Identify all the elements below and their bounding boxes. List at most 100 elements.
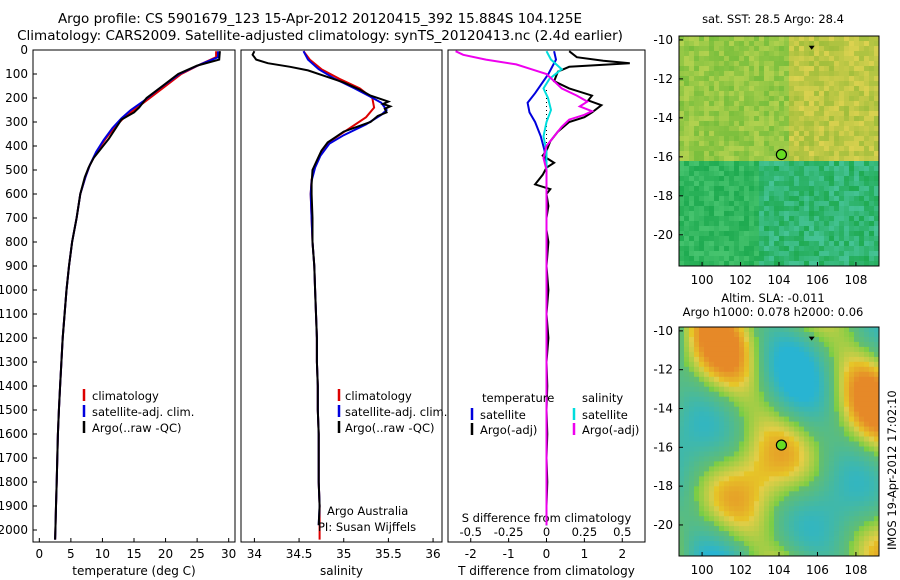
map-cell <box>849 371 855 378</box>
map-cell <box>824 126 830 132</box>
map-cell <box>759 551 765 556</box>
map-cell <box>779 371 785 378</box>
map-cell <box>699 446 705 453</box>
map-cell <box>849 526 855 532</box>
map-cell <box>679 136 685 142</box>
map-cell <box>789 156 795 162</box>
map-cell <box>679 406 685 413</box>
map-cell <box>784 551 790 556</box>
map-cell <box>824 376 830 383</box>
map-cell <box>724 71 730 77</box>
map-cell <box>854 251 860 257</box>
map-cell <box>859 406 865 413</box>
map-cell <box>804 541 810 547</box>
map-cell <box>749 431 755 438</box>
map-cell <box>859 471 865 477</box>
map-cell <box>874 126 879 132</box>
map-cell <box>814 506 820 512</box>
map-cell <box>834 116 840 122</box>
map-cell <box>679 341 685 348</box>
map-cell <box>739 526 745 532</box>
map-cell <box>734 231 740 237</box>
map-cell <box>769 391 775 398</box>
map-cell <box>809 511 815 517</box>
map-cell <box>834 421 840 428</box>
map-cell <box>814 466 820 472</box>
map-cell <box>754 66 760 72</box>
map-cell <box>734 401 740 408</box>
map-cell <box>724 531 730 537</box>
map-cell <box>804 361 810 368</box>
map-cell <box>729 96 735 102</box>
map-cell <box>689 521 695 527</box>
map-cell <box>814 151 820 157</box>
map-cell <box>864 516 870 522</box>
map-cell <box>769 481 775 487</box>
plot-frame <box>32 49 236 543</box>
map-cell <box>859 71 865 77</box>
map-cell <box>749 476 755 482</box>
map-cell <box>704 526 710 532</box>
map-cell <box>769 36 775 42</box>
map-cell <box>734 486 740 492</box>
map-cell <box>764 106 770 112</box>
map-cell <box>754 146 760 152</box>
map-cell <box>719 536 725 542</box>
map-cell <box>729 221 735 227</box>
map-cell <box>709 86 715 92</box>
map-cell <box>719 456 725 462</box>
map-cell <box>794 501 800 507</box>
map-cell <box>714 546 720 552</box>
map-cell <box>824 446 830 453</box>
legend-entry: Argo(..raw -QC) <box>92 421 182 435</box>
map-cell <box>769 106 775 112</box>
map-cell <box>729 451 735 458</box>
map-cell <box>749 521 755 527</box>
map-cell <box>774 121 780 127</box>
map-cell <box>799 356 805 363</box>
map-cell <box>759 351 765 358</box>
map-cell <box>799 171 805 177</box>
map-cell <box>874 436 879 443</box>
map-cell <box>799 496 805 502</box>
map-cell <box>774 36 780 42</box>
map-cell <box>819 531 825 537</box>
map-cell <box>734 131 740 137</box>
map-cell <box>769 471 775 477</box>
map-cell <box>794 126 800 132</box>
map-cell <box>799 251 805 257</box>
map-cell <box>839 156 845 162</box>
map-cell <box>839 341 845 348</box>
map-cell <box>829 356 835 363</box>
map-cell <box>849 81 855 87</box>
map-cell <box>774 71 780 77</box>
map-cell <box>849 536 855 542</box>
map-cell <box>734 71 740 77</box>
map-cell <box>739 161 745 167</box>
map-cell <box>794 206 800 212</box>
map-cell <box>764 376 770 383</box>
map-cell <box>804 421 810 428</box>
map-cell <box>774 211 780 217</box>
map-cell <box>819 456 825 462</box>
map-cell <box>839 181 845 187</box>
map-cell <box>694 501 700 507</box>
map-cell <box>734 111 740 117</box>
map-cell <box>869 111 875 117</box>
map-cell <box>799 146 805 152</box>
map-cell <box>689 241 695 247</box>
map-cell <box>744 186 750 192</box>
map-cell <box>764 116 770 122</box>
map-cell <box>799 406 805 413</box>
map-cell <box>729 186 735 192</box>
map-cell <box>789 101 795 107</box>
map-cell <box>784 421 790 428</box>
map-cell <box>704 471 710 477</box>
map-y-tick-label: -20 <box>653 518 673 532</box>
map-cell <box>834 356 840 363</box>
map-cell <box>869 491 875 497</box>
map-cell <box>704 337 710 343</box>
map-cell <box>854 421 860 428</box>
map-cell <box>839 526 845 532</box>
map-cell <box>849 426 855 433</box>
